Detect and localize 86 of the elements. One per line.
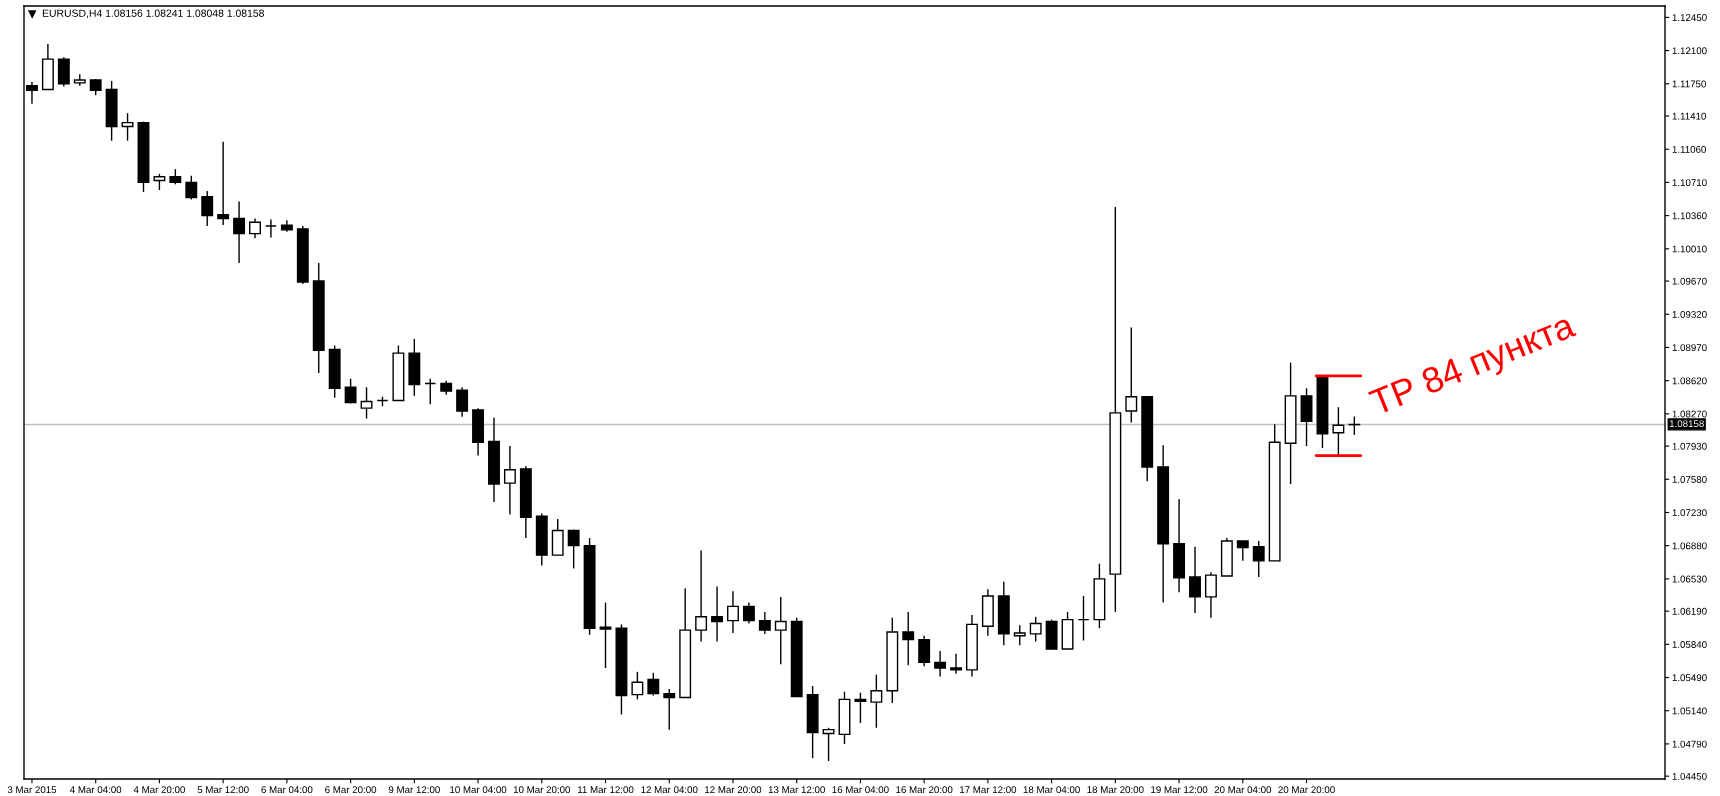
candlestick (1013, 624, 1026, 646)
annotation: TP 84 пункта (1367, 311, 1580, 423)
x-tick-label: 13 Mar 12:00 (768, 786, 825, 794)
x-tick-label: 12 Mar 04:00 (641, 786, 698, 794)
ref-line-label: 1.08158 (1669, 420, 1704, 428)
y-tick-label: 1.09670 (1672, 277, 1707, 285)
candlestick (567, 528, 580, 570)
x-tick-label: 18 Mar 04:00 (1023, 786, 1080, 794)
candlestick (918, 635, 931, 667)
y-tick-label: 1.04790 (1672, 740, 1707, 748)
candlestick (647, 672, 660, 697)
y-tick-label: 1.07230 (1672, 509, 1707, 517)
candlestick (631, 671, 644, 701)
x-tick-label: 20 Mar 04:00 (1214, 786, 1272, 794)
x-tick-label: 16 Mar 04:00 (832, 786, 889, 794)
candlestick (1189, 545, 1201, 614)
candlestick (344, 378, 357, 405)
candlestick (1029, 616, 1042, 643)
y-tick-label: 1.12100 (1672, 47, 1707, 55)
x-tick-label: 12 Mar 20:00 (705, 786, 762, 794)
y-tick-label: 1.06190 (1672, 607, 1707, 615)
candlestick (201, 190, 214, 227)
candlestick (854, 691, 867, 724)
y-tick-label: 1.10710 (1672, 179, 1707, 187)
y-tick-label: 1.05140 (1672, 707, 1707, 715)
candlestick (1332, 406, 1345, 457)
y-tick-label: 1.11060 (1672, 145, 1706, 153)
y-tick-label: 1.08620 (1672, 377, 1707, 385)
x-tick-label: 16 Mar 20:00 (896, 786, 953, 794)
candlestick (360, 386, 373, 420)
candlestick (711, 585, 723, 643)
candlestick (264, 218, 277, 239)
x-tick-label: 10 Mar 04:00 (450, 786, 507, 794)
y-tick-label: 1.12450 (1672, 14, 1707, 21)
x-tick-label: 17 Mar 12:00 (959, 786, 1017, 794)
x-tick-label: 11 Mar 12:00 (577, 786, 634, 794)
x-tick-label: 9 Mar 12:00 (388, 786, 440, 794)
candlestick (870, 673, 883, 729)
candlestick (1125, 326, 1138, 424)
candlestick (934, 650, 947, 678)
x-tick-label: 3 Mar 2015 (7, 786, 57, 794)
candlestick (663, 688, 676, 731)
y-tick-label: 1.10360 (1672, 212, 1707, 220)
chart-title: EURUSD,H4 1.08156 1.08241 1.08048 1.08158 (42, 9, 264, 19)
candlestick (217, 140, 230, 226)
candlestick (950, 653, 962, 675)
x-tick-label: 18 Mar 20:00 (1087, 786, 1144, 794)
x-tick-label: 6 Mar 04:00 (261, 786, 313, 794)
candlestick (424, 378, 437, 406)
candlestick (742, 601, 755, 625)
y-tick-label: 1.09320 (1672, 310, 1707, 318)
y-tick-label: 1.04450 (1672, 772, 1707, 780)
candlestick (822, 727, 835, 762)
y-tick-label: 1.05840 (1672, 641, 1707, 648)
x-tick-label: 5 Mar 12:00 (197, 786, 249, 794)
y-tick-label: 1.07580 (1672, 476, 1707, 483)
y-tick-label: 1.06530 (1672, 575, 1707, 583)
candlestick (456, 386, 469, 418)
y-tick-label: 1.05490 (1672, 674, 1707, 682)
candlestick (695, 549, 708, 643)
candlestick (233, 200, 246, 264)
y-tick-label: 1.10010 (1672, 245, 1707, 253)
candlestick (758, 611, 771, 635)
candlestick (249, 217, 261, 240)
candlestick (121, 112, 134, 142)
y-tick-label: 1.08970 (1672, 344, 1707, 352)
x-tick-label: 10 Mar 20:00 (513, 786, 571, 794)
candlestick (1236, 540, 1249, 562)
x-tick-label: 19 Mar 12:00 (1151, 786, 1208, 794)
y-tick-label: 1.11410 (1672, 112, 1706, 120)
y-tick-label: 1.07930 (1672, 442, 1707, 450)
y-tick-label: 1.08270 (1672, 410, 1707, 418)
x-tick-label: 20 Mar 20:00 (1278, 786, 1335, 794)
y-tick-label: 1.11750 (1672, 80, 1706, 88)
candlestick (1077, 595, 1090, 642)
candlestick (1252, 540, 1265, 578)
x-tick-label: 6 Mar 20:00 (325, 786, 377, 794)
x-tick-label: 4 Mar 20:00 (133, 786, 185, 794)
candlestick (185, 175, 198, 201)
y-tick-label: 1.06880 (1672, 542, 1707, 550)
candlestick (503, 445, 516, 516)
candlestick (727, 590, 739, 634)
candlestick (902, 611, 915, 666)
candlestick (1204, 571, 1217, 619)
x-tick-label: 4 Mar 04:00 (69, 786, 122, 794)
candlestick (774, 596, 787, 665)
